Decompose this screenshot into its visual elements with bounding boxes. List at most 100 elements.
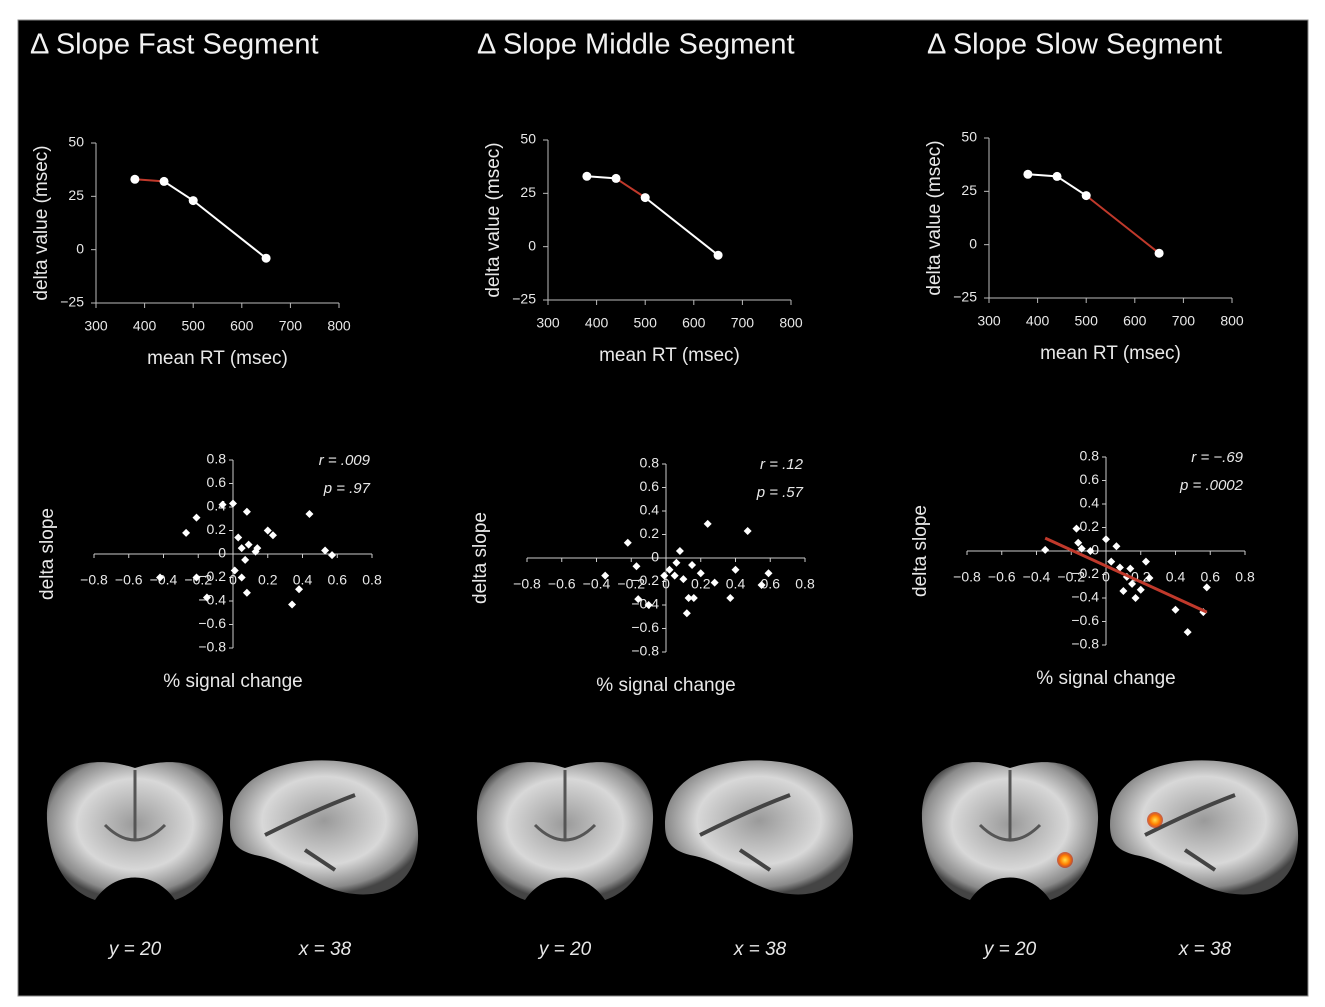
y-tick-label: −0.6 [1071, 612, 1099, 628]
y-axis-label: delta value (msec) [924, 140, 945, 295]
x-axis-label: % signal change [1036, 668, 1175, 689]
y-tick-label: −0.8 [631, 643, 659, 659]
y-tick-label: −0.4 [198, 592, 226, 608]
x-tick-label: 500 [1075, 313, 1099, 329]
x-axis-label: % signal change [596, 675, 735, 696]
y-tick-label: 0 [528, 237, 536, 253]
y-tick-label: 0 [969, 235, 977, 251]
slice-label: x = 38 [733, 939, 787, 960]
data-point [582, 172, 591, 181]
data-point [1082, 191, 1091, 200]
x-tick-label: 0.8 [1235, 569, 1255, 585]
y-tick-label: 0.6 [207, 474, 227, 490]
x-tick-label: −0.6 [988, 569, 1016, 585]
x-tick-label: −0.8 [953, 569, 981, 585]
x-tick-label: 0.4 [293, 572, 313, 588]
x-tick-label: −0.2 [1057, 569, 1085, 585]
x-tick-label: 600 [1123, 313, 1147, 329]
stat-annotation: p = .57 [756, 484, 804, 501]
x-tick-label: 0.4 [1166, 569, 1186, 585]
x-tick-label: 0.2 [258, 572, 278, 588]
x-tick-label: −0.6 [115, 572, 143, 588]
stat-annotation: r = .009 [319, 452, 371, 469]
slice-label: y = 20 [982, 939, 1037, 960]
y-tick-label: 0.2 [640, 525, 660, 541]
y-tick-label: −25 [953, 289, 977, 305]
y-axis-label: delta slope [37, 508, 58, 600]
x-tick-label: 0.2 [691, 576, 711, 592]
x-axis-label: mean RT (msec) [147, 348, 288, 369]
x-tick-label: 800 [327, 318, 351, 334]
x-tick-label: 300 [977, 313, 1001, 329]
x-tick-label: 0 [229, 572, 237, 588]
x-axis-label: % signal change [163, 671, 302, 692]
panel-title: Δ Slope Fast Segment [30, 29, 319, 61]
data-point [1053, 172, 1062, 181]
y-tick-label: −0.4 [1071, 589, 1099, 605]
y-axis-label: delta value (msec) [31, 145, 52, 300]
data-point [160, 177, 169, 186]
data-point [1023, 170, 1032, 179]
x-tick-label: 0.8 [795, 576, 815, 592]
slice-label: x = 38 [298, 939, 352, 960]
y-tick-label: 25 [68, 187, 84, 203]
slice-label: y = 20 [107, 939, 162, 960]
x-tick-label: 400 [133, 318, 157, 334]
y-tick-label: 0.4 [640, 502, 660, 518]
data-point [612, 174, 621, 183]
x-tick-label: 800 [779, 315, 803, 331]
stat-annotation: r = .12 [760, 456, 804, 473]
y-tick-label: 0 [76, 240, 84, 256]
y-axis-label: delta value (msec) [483, 142, 504, 297]
x-tick-label: −0.2 [184, 572, 212, 588]
stat-annotation: p = .0002 [1179, 477, 1244, 494]
y-tick-label: 0 [218, 545, 226, 561]
y-tick-label: −0.6 [631, 619, 659, 635]
y-tick-label: 50 [961, 129, 977, 145]
x-tick-label: −0.8 [513, 576, 541, 592]
x-tick-label: 800 [1220, 313, 1244, 329]
x-tick-label: 500 [634, 315, 658, 331]
y-tick-label: 0.2 [207, 521, 227, 537]
x-tick-label: 400 [585, 315, 609, 331]
y-tick-label: 0.4 [1080, 495, 1100, 511]
y-tick-label: 50 [520, 131, 536, 147]
y-tick-label: −0.8 [198, 639, 226, 655]
x-tick-label: 600 [230, 318, 254, 334]
y-tick-label: 0.8 [640, 455, 660, 471]
y-tick-label: 50 [68, 134, 84, 150]
x-tick-label: −0.4 [150, 572, 178, 588]
y-tick-label: 0.6 [640, 478, 660, 494]
x-tick-label: 0.4 [726, 576, 746, 592]
stat-annotation: r = −.69 [1191, 449, 1243, 466]
data-point [130, 175, 139, 184]
y-tick-label: 25 [961, 182, 977, 198]
data-point [262, 254, 271, 263]
y-tick-label: 25 [520, 184, 536, 200]
y-axis-label: delta slope [910, 505, 931, 597]
y-tick-label: 0.6 [1080, 471, 1100, 487]
x-tick-label: 0.8 [362, 572, 382, 588]
x-tick-label: −0.2 [617, 576, 645, 592]
x-tick-label: 300 [84, 318, 108, 334]
y-tick-label: 0.8 [207, 451, 227, 467]
x-tick-label: 700 [279, 318, 303, 334]
x-tick-label: 0.6 [1201, 569, 1221, 585]
stat-annotation: p = .97 [323, 480, 371, 497]
y-tick-label: 0.2 [1080, 518, 1100, 534]
slice-label: x = 38 [1178, 939, 1232, 960]
x-tick-label: 500 [182, 318, 206, 334]
y-tick-label: 0.8 [1080, 448, 1100, 464]
x-tick-label: 600 [682, 315, 706, 331]
x-tick-label: 700 [1172, 313, 1196, 329]
x-tick-label: 700 [731, 315, 755, 331]
figure: Δ Slope Fast Segment−2502550300400500600… [0, 0, 1325, 1007]
data-point [714, 251, 723, 260]
panel-title: Δ Slope Middle Segment [477, 29, 795, 61]
data-point [189, 196, 198, 205]
y-tick-label: −25 [512, 291, 536, 307]
x-tick-label: −0.6 [548, 576, 576, 592]
x-tick-label: 300 [536, 315, 560, 331]
data-point [1155, 249, 1164, 258]
x-tick-label: −0.8 [80, 572, 108, 588]
